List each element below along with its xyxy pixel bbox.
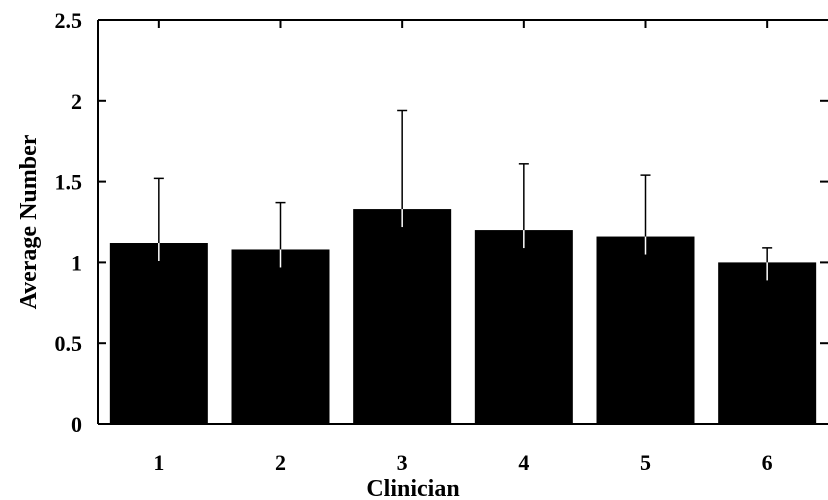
bar-3 — [353, 209, 452, 424]
bar-1 — [109, 243, 208, 424]
y-tick-label: 0 — [71, 412, 82, 437]
x-tick-label-5: 5 — [640, 450, 651, 475]
y-tick-label: 1 — [71, 250, 82, 275]
x-tick-labels: 1 2 3 4 5 6 — [153, 450, 772, 475]
y-axis-title: Average Number — [16, 134, 42, 309]
x-tick-label-6: 6 — [762, 450, 773, 475]
x-tick-label-4: 4 — [518, 450, 529, 475]
y-tick-labels: 0 0.5 1 1.5 2 2.5 — [55, 8, 83, 437]
bar-6 — [718, 262, 817, 424]
x-ticks — [157, 20, 769, 424]
y-tick-label: 2 — [71, 89, 82, 114]
y-tick-label: 0.5 — [55, 331, 83, 356]
bar-4 — [474, 230, 573, 424]
bars — [109, 209, 817, 424]
bar-5 — [596, 236, 695, 424]
error-bars — [153, 109, 773, 281]
bar-2 — [231, 249, 330, 424]
x-tick-label-1: 1 — [153, 450, 164, 475]
x-tick-label-3: 3 — [397, 450, 408, 475]
x-tick-label-2: 2 — [275, 450, 286, 475]
y-tick-label: 2.5 — [55, 8, 83, 33]
x-axis-title: Clinician — [366, 476, 459, 500]
y-tick-label: 1.5 — [55, 170, 83, 195]
